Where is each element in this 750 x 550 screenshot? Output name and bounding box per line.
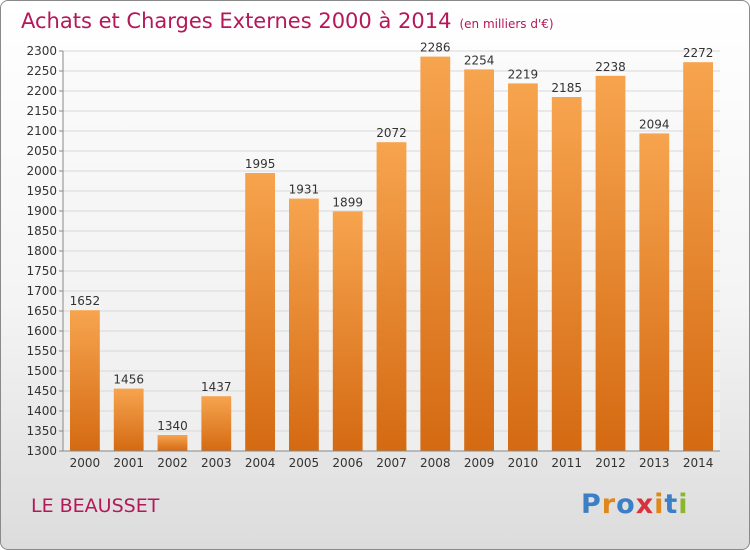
x-tick-label: 2006	[332, 456, 363, 470]
data-label: 2286	[420, 41, 451, 55]
y-tick-label: 2100	[26, 124, 57, 138]
x-tick-label: 2013	[639, 456, 670, 470]
data-label: 1652	[70, 294, 101, 308]
y-tick-label: 1350	[26, 424, 57, 438]
y-tick-label: 1400	[26, 404, 57, 418]
bar-2000	[70, 310, 100, 451]
y-tick-label: 1900	[26, 204, 57, 218]
y-tick-label: 1650	[26, 304, 57, 318]
data-label: 1995	[245, 157, 276, 171]
bar-2007	[376, 142, 407, 451]
bar-2003	[201, 396, 232, 451]
x-tick-label: 2011	[551, 456, 582, 470]
bar-2008	[420, 56, 451, 451]
data-label: 1437	[201, 380, 232, 394]
data-label: 1456	[113, 373, 144, 387]
x-tick-label: 2008	[420, 456, 451, 470]
bar-2014	[683, 62, 713, 451]
bar-2012	[595, 75, 626, 452]
data-label: 2072	[376, 126, 407, 140]
title-text: Achats et Charges Externes 2000 à 2014	[21, 9, 452, 33]
y-tick-label: 1600	[26, 324, 57, 338]
bar-2009	[464, 69, 494, 452]
proxiti-logo: Proxiti	[581, 489, 689, 520]
data-label: 2219	[508, 67, 539, 81]
x-axis: 2000 2001 2002 2003 2004 2005 2006 2007 2008 2009…	[63, 450, 720, 470]
bar-2013	[639, 133, 670, 451]
bars: 1652 1456 1340 1437 1995 1931 1899 2072 2286 2254…	[70, 41, 714, 452]
y-tick-label: 1550	[26, 344, 57, 358]
bar-2001	[113, 388, 144, 451]
x-tick-label: 2002	[157, 456, 188, 470]
data-label: 2185	[551, 81, 582, 95]
y-tick-label: 2000	[26, 164, 57, 178]
logo-letter: i	[654, 489, 665, 520]
data-label: 2094	[639, 117, 670, 131]
logo-letter: r	[601, 489, 617, 520]
data-label: 1931	[289, 183, 320, 197]
y-tick-label: 1950	[26, 184, 57, 198]
bar-2006	[332, 211, 363, 451]
y-tick-label: 1500	[26, 364, 57, 378]
data-label: 2254	[464, 53, 495, 67]
logo-letter: o	[616, 489, 636, 520]
x-tick-label: 2001	[113, 456, 144, 470]
location-label: LE BEAUSSET	[31, 495, 160, 517]
data-label: 2272	[683, 46, 714, 60]
y-tick-label: 1700	[26, 284, 57, 298]
y-tick-label: 1450	[26, 384, 57, 398]
y-axis: 1300 1350 1400 1450 1500 1550 1600 1650 1700 1750…	[26, 44, 64, 458]
y-tick-label: 2300	[26, 44, 57, 58]
y-tick-label: 1300	[26, 444, 57, 458]
y-tick-label: 1850	[26, 224, 57, 238]
bar-2005	[289, 198, 319, 451]
x-tick-label: 2012	[595, 456, 626, 470]
x-tick-label: 2000	[70, 456, 101, 470]
data-label: 2238	[595, 60, 626, 74]
y-tick-label: 2200	[26, 84, 57, 98]
logo-letter: P	[581, 489, 602, 520]
bar-2004	[245, 173, 275, 451]
chart-title: Achats et Charges Externes 2000 à 2014 (e…	[21, 9, 554, 33]
bar-2010	[508, 83, 538, 452]
x-tick-label: 2007	[376, 456, 407, 470]
bar-2011	[551, 97, 582, 451]
x-tick-label: 2003	[201, 456, 232, 470]
y-tick-label: 1800	[26, 244, 57, 258]
y-tick-label: 2150	[26, 104, 57, 118]
data-label: 1340	[157, 419, 188, 433]
logo-letter: t	[664, 489, 679, 520]
y-tick-label: 1750	[26, 264, 57, 278]
x-tick-label: 2009	[464, 456, 495, 470]
logo-letter: i	[678, 489, 689, 520]
x-tick-label: 2010	[508, 456, 539, 470]
chart-subtitle: (en milliers d'€)	[459, 17, 554, 31]
data-label: 1899	[332, 195, 363, 209]
x-tick-label: 2014	[683, 456, 714, 470]
x-tick-label: 2004	[245, 456, 276, 470]
x-tick-label: 2005	[289, 456, 320, 470]
bar-2002	[157, 435, 188, 451]
y-tick-label: 2250	[26, 64, 57, 78]
y-tick-label: 2050	[26, 144, 57, 158]
logo-letter: x	[635, 489, 655, 520]
